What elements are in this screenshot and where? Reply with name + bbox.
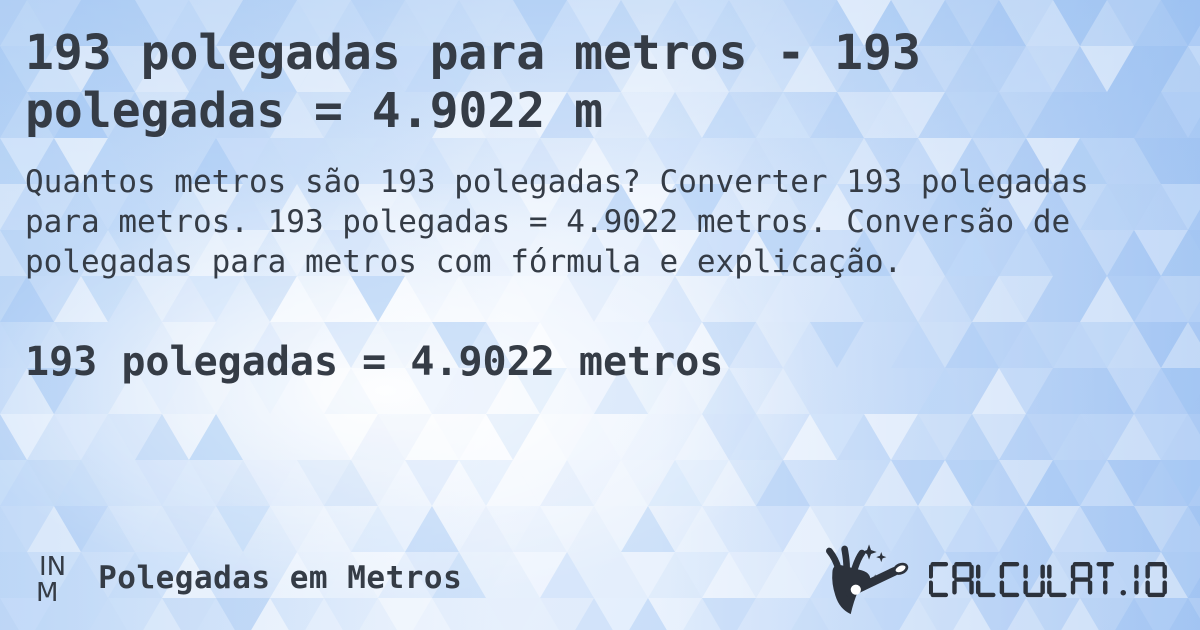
conversion-result: 193 polegadas = 4.9022 metros bbox=[25, 339, 724, 385]
magic-wand-hand-icon bbox=[826, 544, 909, 615]
brand-logo bbox=[811, 541, 1170, 619]
unit-from-label: IN bbox=[39, 552, 67, 582]
converter-category-label: Polegadas em Metros bbox=[98, 560, 463, 596]
footer-left-group: IN M Polegadas em Metros bbox=[36, 554, 462, 606]
inches-to-meters-icon: IN M bbox=[36, 554, 66, 606]
footer-bar: IN M Polegadas em Metros bbox=[0, 540, 1200, 620]
unit-to-label: M bbox=[36, 578, 59, 608]
page-title: 193 polegadas para metros - 193 polegada… bbox=[25, 25, 921, 139]
brand-wordmark bbox=[929, 562, 1167, 598]
page-description: Quantos metros são 193 polegadas? Conver… bbox=[25, 164, 1089, 280]
